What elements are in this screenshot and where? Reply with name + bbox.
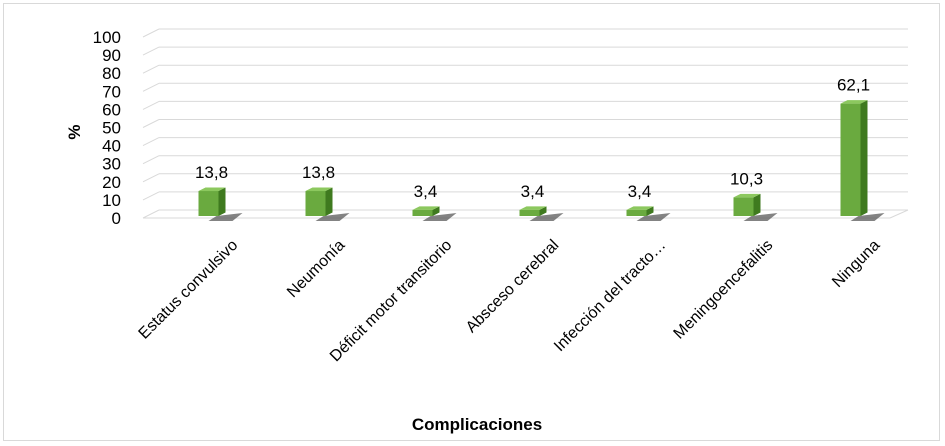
y-tick-label: 100 — [93, 28, 121, 47]
bar-top — [840, 100, 868, 104]
bar-front — [305, 191, 326, 216]
y-tick-label: 10 — [102, 191, 121, 210]
bar-side — [218, 187, 226, 216]
data-label: 13,8 — [195, 163, 228, 182]
bar-front — [519, 209, 540, 216]
y-axis-title: % — [65, 124, 84, 139]
bar-top — [412, 206, 440, 210]
bar-front — [733, 197, 754, 216]
bar-top — [626, 206, 654, 210]
bar-top — [733, 193, 761, 198]
floor-edge-right — [889, 209, 909, 219]
bar — [733, 193, 778, 221]
y-tick-label: 50 — [102, 119, 121, 138]
y-tick-label: 80 — [102, 64, 121, 83]
bar-shadow — [529, 213, 564, 221]
bar-top — [198, 187, 226, 192]
bar — [305, 187, 350, 221]
y-tick-label: 60 — [102, 100, 121, 119]
bar-side — [753, 193, 761, 216]
gridline-depth — [142, 46, 160, 56]
gridline-depth — [142, 191, 160, 201]
category-label: Déficit motor transitorio — [327, 237, 455, 365]
y-tick-label: 70 — [102, 82, 121, 101]
y-tick-label: 40 — [102, 137, 121, 156]
data-label: 13,8 — [302, 163, 335, 182]
bar-side — [432, 206, 440, 216]
gridline-depth — [142, 137, 160, 147]
bar-front — [198, 191, 219, 216]
bar — [198, 187, 243, 221]
gridline-depth — [142, 209, 160, 219]
data-label: 3,4 — [628, 182, 652, 201]
x-axis-title: Complicaciones — [412, 415, 542, 434]
bar — [519, 206, 564, 221]
category-label: Estatus convulsivo — [136, 237, 242, 343]
bar — [626, 206, 671, 221]
bar-shadow — [850, 213, 885, 221]
gridline-depth — [142, 119, 160, 128]
category-label: Ninguna — [829, 237, 883, 291]
gridline-depth — [142, 82, 160, 92]
bar-shadow — [636, 213, 671, 221]
data-label: 3,4 — [414, 182, 438, 201]
bar-side — [539, 206, 547, 216]
data-label: 3,4 — [521, 182, 545, 201]
bar-top — [305, 187, 333, 192]
bar-shadow — [743, 213, 778, 221]
bar — [412, 206, 457, 221]
y-tick-label: 20 — [102, 173, 121, 192]
data-labels: 13,8 13,8 3,4 3,4 3,4 10,3 62,1 — [195, 76, 870, 201]
bar-shadow — [208, 213, 243, 221]
gridline-depth — [142, 173, 160, 183]
gridline-depth — [142, 155, 160, 165]
bar-side — [325, 187, 333, 216]
bar-shadow — [315, 213, 350, 221]
bar-shadow — [422, 213, 457, 221]
gridline-depth — [142, 64, 160, 74]
bar-front — [626, 209, 647, 216]
bar-side — [860, 100, 868, 216]
category-label: Infección del tracto… — [551, 237, 669, 355]
bar — [840, 100, 885, 221]
data-label: 10,3 — [730, 169, 763, 188]
bars — [198, 100, 885, 221]
bar-front — [840, 103, 861, 216]
category-label: Meningoencefalitis — [671, 237, 777, 343]
y-tick-label: 0 — [112, 209, 121, 228]
bar-front — [412, 209, 433, 216]
bar-side — [646, 206, 654, 216]
y-tick-label: 30 — [102, 155, 121, 174]
data-label: 62,1 — [837, 76, 870, 95]
y-tick-label: 90 — [102, 46, 121, 65]
gridline-depth — [142, 100, 160, 110]
gridline-depth — [142, 28, 160, 38]
category-label: Absceso cerebral — [463, 237, 562, 336]
chart-frame: 0 10 20 30 40 50 60 70 80 90 100 13,8 13,8 3,4 3,4 3,4… — [3, 3, 940, 441]
bar-top — [519, 206, 547, 210]
category-label: Neumonía — [284, 237, 348, 301]
